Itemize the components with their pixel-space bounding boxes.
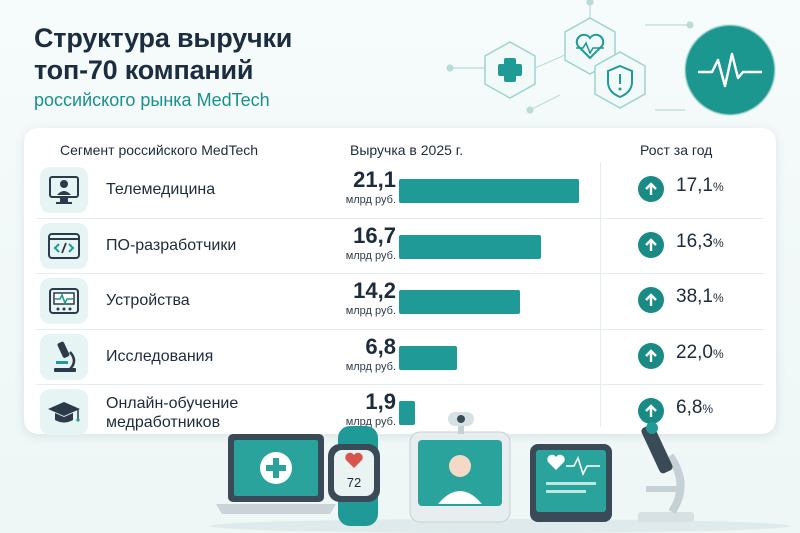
revenue-value: 21,1 <box>353 167 396 192</box>
growth-number: 16,3 <box>676 230 713 252</box>
revenue-value: 14,2 <box>353 278 396 303</box>
laptop-icon <box>216 434 336 514</box>
segment-label-line: Онлайн-обучение <box>106 395 239 412</box>
growth-percent-sign: % <box>702 402 714 416</box>
growth-value: 17,1% <box>676 175 724 197</box>
revenue-unit: млрд руб. <box>345 249 396 262</box>
growth-value: 6,8% <box>676 397 713 419</box>
chart-row: Исследования 6,8 млрд руб. 22,0% <box>36 329 764 385</box>
revenue-bar <box>399 179 579 203</box>
growth-percent-sign: % <box>712 291 724 305</box>
growth-arrow-icon <box>638 342 664 369</box>
revenue-unit: млрд руб. <box>345 360 396 373</box>
segment-label-line: Исследования <box>106 347 214 365</box>
revenue-unit: млрд руб. <box>345 194 396 206</box>
segment-label-line: медработников <box>106 414 221 431</box>
chart-row: Телемедицина 21,1 млрд руб. 17,1% <box>36 162 764 218</box>
segment-label: ПО-разработчики <box>106 236 236 255</box>
shield-hex-icon <box>594 51 646 109</box>
growth-number: 6,8 <box>676 397 703 418</box>
segment-label: Устройства <box>106 291 190 310</box>
segment-label-line: ПО-разработчики <box>106 236 237 254</box>
header-growth: Рост за год <box>640 142 713 158</box>
growth-arrow-icon <box>638 398 664 424</box>
title-line-1: Структура выручки <box>34 23 293 53</box>
growth-number: 22,0 <box>676 341 713 363</box>
growth-percent-sign: % <box>712 180 724 194</box>
growth-value: 16,3% <box>676 231 724 253</box>
chart-row: ПО-разработчики 16,7 млрд руб. 16,3% <box>36 218 764 274</box>
microscope-illustration-icon <box>638 422 694 522</box>
growth-arrow-icon <box>638 231 664 258</box>
row-divider <box>36 217 764 219</box>
tablet-ecg-icon <box>530 444 612 522</box>
microscope-icon <box>40 333 88 380</box>
row-divider <box>36 273 764 274</box>
plus-hex-icon <box>484 41 536 99</box>
revenue-value: 16,7 <box>353 222 396 248</box>
revenue-unit: млрд руб. <box>345 416 396 428</box>
segment-label: Исследования <box>106 347 213 366</box>
doctor-monitor-icon <box>40 167 88 213</box>
revenue-bar <box>399 401 415 425</box>
devices-illustration: 72 <box>210 412 790 533</box>
segment-label-line: Устройства <box>106 292 190 309</box>
subtitle: российского рынка MedTech <box>34 90 270 110</box>
telemed-terminal-icon <box>409 412 511 523</box>
graduation-cap-icon <box>40 389 88 435</box>
ecg-circle-icon <box>684 24 776 116</box>
column-divider <box>600 162 601 427</box>
growth-value: 22,0% <box>676 342 724 364</box>
title-line-2: топ-70 компаний <box>34 55 254 85</box>
growth-number: 17,1 <box>676 175 713 196</box>
growth-value: 38,1% <box>676 286 724 308</box>
growth-arrow-icon <box>638 176 664 202</box>
medical-device-icon <box>40 278 88 324</box>
revenue-value: 1,9 <box>365 389 396 414</box>
revenue-bar <box>399 290 520 314</box>
growth-percent-sign: % <box>712 346 724 361</box>
header-revenue: Выручка в 2025 г. <box>350 142 464 158</box>
smartwatch-icon: 72 <box>328 426 380 526</box>
page-title: Структура выручки топ-70 компаний <box>34 22 292 86</box>
growth-arrow-icon <box>638 287 664 313</box>
chart-row: Устройства 14,2 млрд руб. 38,1% <box>36 273 764 329</box>
code-window-icon <box>40 222 88 269</box>
segment-label-line: Телемедицина <box>106 181 216 198</box>
revenue-bar <box>399 345 457 370</box>
segment-label: Телемедицина <box>106 180 215 199</box>
revenue-unit: млрд руб. <box>345 305 396 317</box>
row-divider <box>36 384 764 385</box>
watch-reading: 72 <box>347 475 361 490</box>
chart-row: Онлайн-обучение медработников 1,9 млрд руб.… <box>36 384 764 440</box>
heart-pulse-hex-icon <box>564 17 616 75</box>
growth-number: 38,1 <box>676 286 713 307</box>
revenue-bar <box>399 234 541 259</box>
revenue-value: 6,8 <box>365 333 396 359</box>
growth-percent-sign: % <box>712 235 724 250</box>
segment-label: Онлайн-обучение медработников <box>106 394 238 432</box>
header-decoration <box>446 0 776 116</box>
header-segment: Сегмент российского MedTech <box>60 142 259 158</box>
row-divider <box>36 328 764 330</box>
